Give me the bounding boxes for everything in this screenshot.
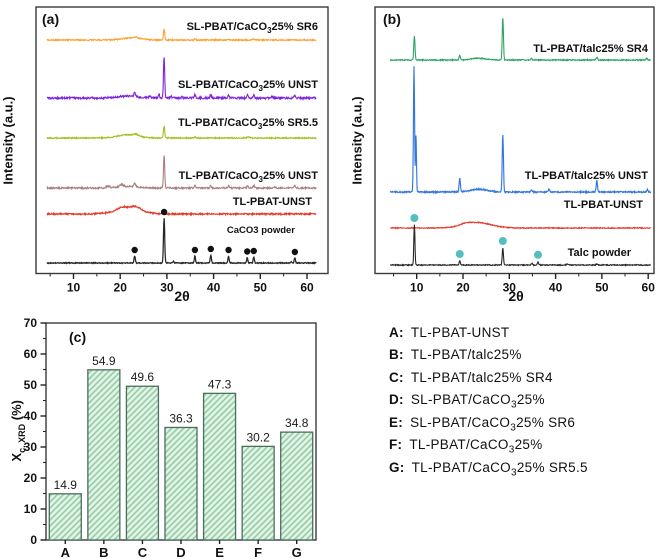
curve-sl-pbat-caco3-25-unst	[46, 57, 317, 101]
y-tick-label: 10	[24, 502, 38, 516]
panel-c-y-title-main: X	[9, 452, 25, 462]
x-tick-label: 50	[595, 281, 609, 295]
bar-C	[125, 385, 160, 541]
x-tick-label: 30	[503, 281, 517, 295]
curve-label-tl-pbat-talc25-sr4: TL-PBAT/talc25% SR4	[533, 43, 648, 55]
legend-item-c: C: TL-PBAT/talc25% SR4	[389, 370, 553, 385]
curve-label-tl-pbat-caco3-sr55: TL-PBAT/CaCO325% SR5.5	[178, 117, 318, 132]
curve-tl-pbat-talc25-sr4	[389, 18, 651, 62]
bar-value-label: 49.6	[131, 370, 155, 384]
legend-item-g: G: TL-PBAT/CaCO325% SR5.5	[389, 460, 588, 479]
bar-value-label: 36.3	[169, 411, 193, 425]
panel-b-letter: (b)	[383, 11, 401, 27]
peak-marker-caco3-powder	[160, 208, 168, 216]
x-tick-label: 50	[254, 281, 268, 295]
y-tick-label: 20	[24, 471, 38, 485]
x-tick-label: 20	[456, 281, 470, 295]
peak-marker-caco3-powder	[291, 248, 299, 256]
y-tick-label: 50	[24, 378, 38, 392]
curve-label-talc-powder: Talc powder	[567, 247, 631, 259]
curve-label-tl-pbat-unst-a: TL-PBAT-UNST	[232, 196, 312, 208]
bar-category-label: C	[138, 545, 148, 559]
bar-D	[164, 426, 198, 541]
bar-category-label: E	[215, 545, 224, 559]
bar-B	[87, 369, 121, 541]
bar-G	[280, 431, 314, 541]
bar-value-label: 47.3	[208, 377, 232, 391]
x-tick-label: 20	[114, 281, 128, 295]
x-tick-label: 60	[642, 281, 656, 295]
peak-marker-talc-powder	[455, 250, 464, 258]
x-tick-label: 10	[67, 281, 81, 295]
curve-label-caco3-powder: CaCO3 powder	[226, 225, 295, 236]
curve-label-tl-pbat-talc25-unst: TL-PBAT/talc25% UNST	[524, 170, 648, 182]
curve-tl-pbat-unst-b	[390, 221, 651, 230]
curve-tl-pbat-caco3-25-unst	[46, 155, 317, 191]
peak-marker-caco3-powder	[250, 247, 257, 255]
bar-category-label: D	[176, 545, 185, 559]
legend-item-a: A: TL-PBAT-UNST	[389, 325, 510, 340]
curve-tl-pbat-caco3-25-sr5.5	[46, 124, 317, 141]
curve-tl-pbat-unst	[46, 204, 317, 217]
bar-E	[202, 392, 237, 541]
curve-label-sl-pbat-caco3-unst: SL-PBAT/CaCO325% UNST	[178, 79, 318, 94]
panel-a-y-axis-title: Intensity (a.u.)	[0, 96, 16, 185]
curve-talc-powder	[389, 224, 651, 267]
panel-b-x-axis-title: 2θ	[508, 288, 524, 304]
bar-value-label: 30.2	[246, 430, 270, 444]
peak-marker-caco3-powder	[225, 246, 232, 254]
panel-b-frame	[374, 6, 655, 275]
bar-category-label: G	[292, 545, 302, 559]
panel-c-letter: (c)	[69, 329, 87, 345]
panel-a-x-axis-title: 2θ	[174, 288, 190, 304]
y-tick-label: 0	[30, 533, 37, 547]
x-tick-label: 60	[300, 281, 314, 295]
peak-marker-talc-powder	[534, 250, 543, 259]
bar-value-label: 14.9	[54, 478, 78, 492]
panel-c-y-title-unit: (%)	[9, 400, 25, 424]
curve-caco3-powder	[46, 218, 317, 265]
x-tick-label: 10	[410, 281, 424, 295]
peak-marker-caco3-powder	[131, 246, 138, 254]
xrd-panel-a: 10 20 30 40 50 60	[35, 6, 329, 295]
panel-a-letter: (a)	[42, 11, 60, 27]
bar-category-label: A	[61, 545, 71, 559]
legend-item-d: D: SL-PBAT/CaCO325%	[389, 392, 545, 411]
panel-a-frame	[35, 6, 329, 275]
curve-tl-pbat-talc25-unst	[389, 66, 652, 195]
curve-label-tl-pbat-unst-b: TL-PBAT-UNST	[563, 199, 643, 211]
y-tick-label: 40	[24, 409, 38, 423]
x-tick-label: 40	[549, 281, 563, 295]
legend-item-b: B: TL-PBAT/talc25%	[389, 347, 522, 362]
legend-item-f: F: TL-PBAT/CaCO325%	[389, 437, 543, 456]
panel-b-y-axis-title: Intensity (a.u.)	[349, 96, 365, 185]
peak-marker-talc-powder	[498, 237, 507, 245]
xrd-panel-b: 10 20 30 40 50 60	[374, 6, 656, 295]
y-tick-label: 70	[24, 316, 38, 330]
peak-marker-caco3-powder	[191, 246, 199, 254]
bar-value-label: 54.9	[92, 354, 116, 368]
bar-F	[241, 445, 275, 541]
y-tick-label: 60	[24, 347, 38, 361]
peak-marker-caco3-powder	[244, 248, 251, 255]
curve-label-sl-pbat-caco3-sr6: SL-PBAT/CaCO325% SR6	[186, 21, 318, 36]
y-tick-label: 30	[24, 440, 38, 454]
x-tick-label: 30	[160, 281, 174, 295]
bar-panel-c: 0 10 20 30 40 50 60 70 14.9 A 54.9 B 49.6 C 36.3 D 47.3 E…	[24, 316, 317, 559]
panel-c-y-axis-title: Xc, XRD (%)	[9, 371, 27, 491]
x-tick-label: 40	[207, 281, 221, 295]
bar-category-label: B	[99, 545, 108, 559]
peak-marker-caco3-powder	[207, 245, 214, 253]
curve-label-tl-pbat-caco3-unst: TL-PBAT/CaCO325% UNST	[178, 170, 318, 185]
legend-item-e: E: SL-PBAT/CaCO325% SR6	[389, 415, 576, 434]
bar-category-label: F	[254, 545, 262, 559]
panel-c-y-title-sub: c, XRD	[16, 423, 27, 453]
peak-marker-talc-powder	[410, 214, 419, 222]
bar-value-label: 34.8	[285, 416, 309, 430]
curve-sl-pbat-caco3-25-sr6	[46, 28, 317, 43]
bar-A	[48, 493, 82, 541]
